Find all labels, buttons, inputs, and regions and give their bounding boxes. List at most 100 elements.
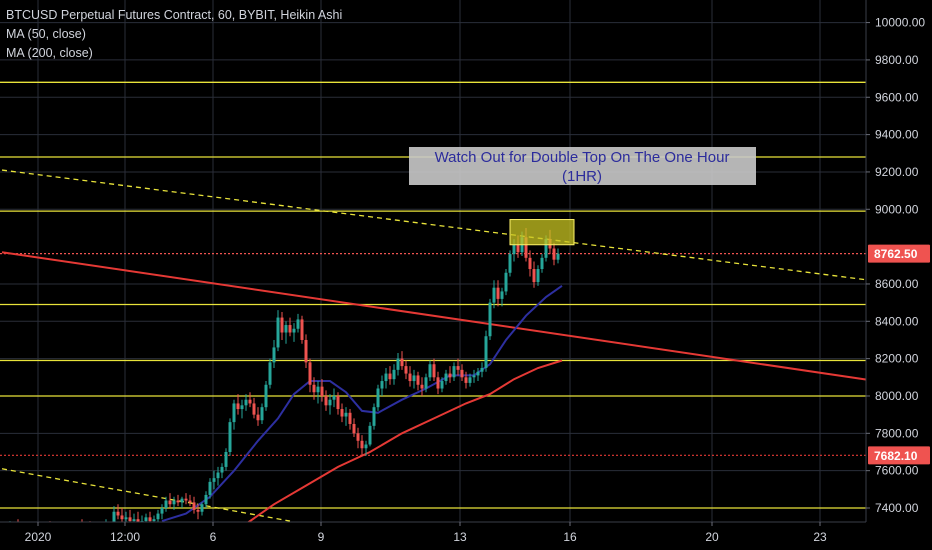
price-tick-label: 8000.00: [875, 389, 919, 403]
candle-body: [252, 403, 256, 415]
candle-body: [260, 407, 264, 421]
candle-body: [336, 395, 340, 410]
annotation-line-1: Watch Out for Double Top On The One Hour: [435, 149, 730, 166]
candle-body: [408, 373, 412, 382]
candle-body: [492, 287, 496, 303]
price-badge: [868, 446, 930, 465]
price-badge: [868, 244, 930, 263]
candle-body: [388, 373, 392, 380]
candle-body: [496, 287, 500, 299]
yellow-dashed-lower: [1, 468, 291, 522]
candle-body: [412, 375, 416, 382]
price-tick-label: 8400.00: [875, 314, 919, 328]
candle-body: [224, 451, 228, 467]
candle-body: [348, 412, 352, 424]
candle-body: [396, 358, 400, 370]
candle-body: [168, 500, 172, 505]
symbol-title[interactable]: BTCUSD Perpetual Futures Contract, 60, B…: [6, 8, 343, 22]
candle-body: [392, 369, 396, 380]
candle-body: [320, 386, 324, 396]
candle-body: [180, 498, 184, 503]
time-tick-label: 2020: [25, 530, 52, 544]
candle-body: [200, 504, 204, 512]
time-tick-label: 9: [318, 530, 325, 544]
ma200-line: [241, 359, 563, 528]
candle-body: [276, 317, 280, 348]
candle-body: [380, 381, 384, 389]
candle-body: [344, 412, 348, 417]
double-top-highlight: [509, 219, 575, 246]
time-tick-label: 20: [705, 530, 719, 544]
candle-body: [340, 409, 344, 417]
candle-body: [552, 248, 556, 260]
candle-body: [296, 319, 300, 329]
candle-body: [172, 500, 176, 505]
price-badges: 8762.50 7682.10: [868, 244, 930, 465]
price-tick-label: 9200.00: [875, 165, 919, 179]
candle-body: [528, 257, 532, 270]
price-tick-label: 7400.00: [875, 501, 919, 515]
candles: [0, 227, 560, 546]
candle-body: [364, 444, 368, 449]
candle-body: [308, 362, 312, 385]
ma200-legend[interactable]: MA (200, close): [6, 46, 93, 60]
candle-body: [432, 364, 436, 378]
candle-body: [156, 513, 160, 520]
time-axis-background: [0, 522, 866, 550]
price-badge-label: 7682.10: [874, 449, 918, 463]
candle-body: [460, 369, 464, 378]
price-tick-label: 9600.00: [875, 90, 919, 104]
candle-body: [256, 414, 260, 421]
time-axis[interactable]: 2020 12:00 6 9 13 16 20 23: [0, 521, 866, 550]
candle-body: [120, 515, 124, 520]
candle-body: [244, 399, 248, 406]
candle-body: [300, 319, 304, 340]
candle-body: [500, 291, 504, 299]
candle-body: [556, 253, 560, 260]
candle-body: [332, 395, 336, 400]
candle-body: [368, 425, 372, 445]
candle-body: [280, 317, 284, 333]
price-axis[interactable]: 10000.00 9800.00 9600.00 9400.00 9200.00 9000…: [865, 0, 932, 550]
candle-body: [376, 388, 380, 408]
candle-body: [272, 347, 276, 363]
candle-body: [444, 373, 448, 382]
ma50-legend[interactable]: MA (50, close): [6, 27, 86, 41]
annotation-background: [409, 147, 756, 185]
trendlines: [1, 169, 871, 522]
candle-body: [116, 511, 120, 516]
time-tick-label: 16: [563, 530, 577, 544]
candle-body: [184, 498, 188, 501]
candle-body: [144, 517, 148, 522]
candle-body: [136, 519, 140, 523]
time-tick-label: 23: [813, 530, 827, 544]
ma50-line: [161, 284, 563, 523]
candle-body: [352, 423, 356, 434]
price-tick-label: 7800.00: [875, 426, 919, 440]
candle-body: [216, 472, 220, 479]
candle-body: [160, 508, 164, 514]
candle-body: [288, 325, 292, 333]
candle-body: [124, 517, 128, 520]
candle-body: [196, 509, 200, 512]
candle-body: [152, 519, 156, 522]
candle-body: [420, 384, 424, 389]
candle-body: [228, 422, 232, 452]
candle-body: [488, 302, 492, 337]
candle-body: [304, 339, 308, 363]
price-tick-label: 9400.00: [875, 128, 919, 142]
price-tick-label: 9800.00: [875, 53, 919, 67]
annotation-box[interactable]: Watch Out for Double Top On The One Hour…: [409, 147, 756, 185]
candle-body: [524, 237, 528, 258]
candle-body: [328, 399, 332, 406]
yellow-dashed-upper: [1, 169, 871, 281]
candle-body: [436, 377, 440, 389]
candle-body: [112, 511, 116, 523]
candle-body: [452, 366, 456, 378]
candle-body: [512, 244, 516, 255]
time-tick-label: 12:00: [110, 530, 140, 544]
annotation-line-2: (1HR): [562, 168, 602, 185]
candle-body: [532, 269, 536, 283]
